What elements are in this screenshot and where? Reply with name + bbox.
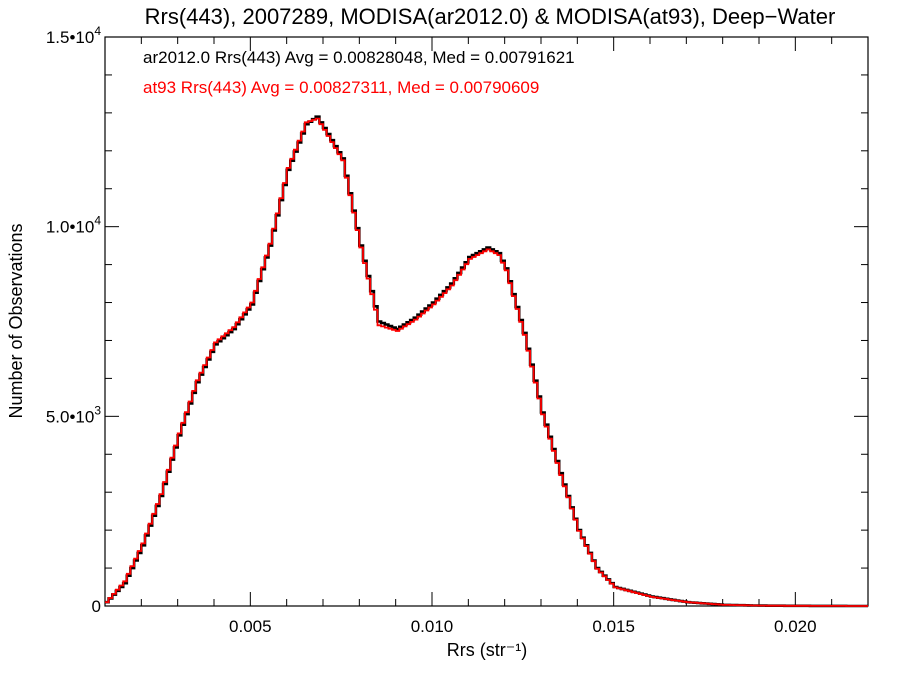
x-axis-label: Rrs (str⁻¹) xyxy=(447,640,527,660)
chart-title: Rrs(443), 2007289, MODISA(ar2012.0) & MO… xyxy=(145,4,836,29)
series-line-0 xyxy=(105,115,868,608)
plot-area xyxy=(104,36,869,607)
plot-border xyxy=(104,36,869,607)
y-tick-label: 1.0•104 xyxy=(46,214,102,237)
x-tick-label: 0.010 xyxy=(411,617,454,636)
x-tick-label: 0.005 xyxy=(229,617,272,636)
y-tick-label: 0 xyxy=(92,597,101,616)
y-axis-label: Number of Observations xyxy=(6,223,26,418)
y-tick-label: 1.5•104 xyxy=(46,24,102,47)
annotation-text-0: ar2012.0 Rrs(443) Avg = 0.00828048, Med … xyxy=(143,48,575,67)
annotation-text-1: at93 Rrs(443) Avg = 0.00827311, Med = 0.… xyxy=(143,78,539,97)
x-tick-label: 0.015 xyxy=(592,617,635,636)
axis-ticks: 0.005 0.010 0.015 0.020 0 5.0•103 1.0•104 1.5•1… xyxy=(46,24,868,636)
x-tick-label: 0.020 xyxy=(774,617,817,636)
y-tick-label: 5.0•103 xyxy=(46,403,102,426)
series-group xyxy=(105,115,868,608)
series-line-1 xyxy=(105,117,868,607)
annotation-group: ar2012.0 Rrs(443) Avg = 0.00828048, Med … xyxy=(143,48,575,97)
